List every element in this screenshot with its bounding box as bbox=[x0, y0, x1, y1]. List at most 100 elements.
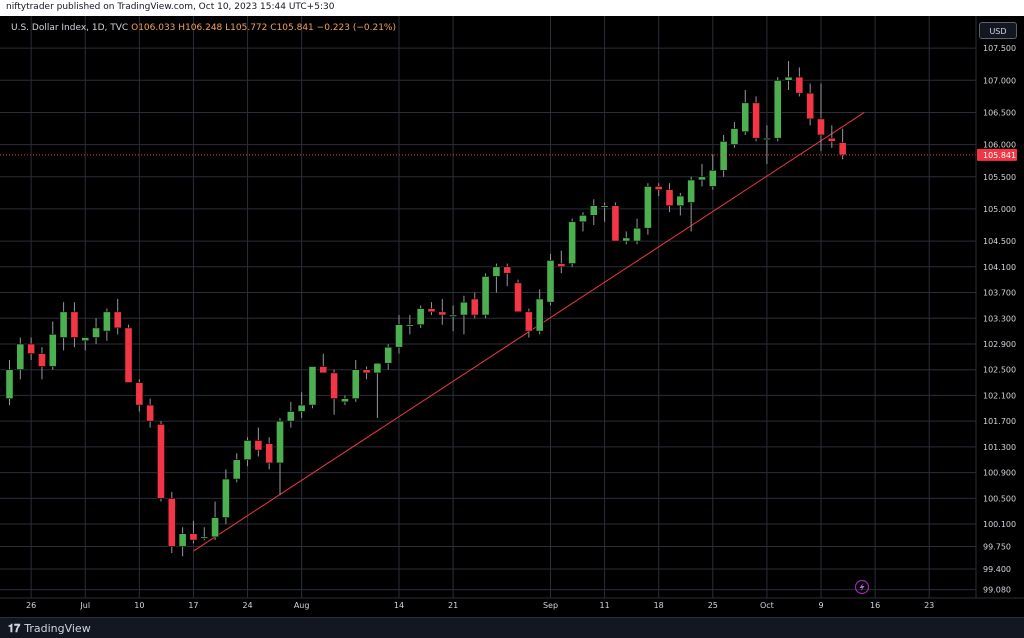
candle[interactable] bbox=[460, 295, 468, 335]
candle[interactable] bbox=[524, 308, 533, 338]
candle-body bbox=[341, 398, 349, 403]
candle[interactable] bbox=[222, 469, 230, 525]
candle[interactable] bbox=[59, 302, 68, 351]
candle-body bbox=[81, 337, 90, 342]
candle[interactable] bbox=[189, 520, 198, 544]
candle[interactable] bbox=[286, 401, 295, 428]
candle-body bbox=[752, 102, 760, 139]
candle[interactable] bbox=[92, 318, 100, 344]
candle[interactable] bbox=[254, 427, 263, 457]
candle-body bbox=[795, 76, 804, 94]
candle[interactable] bbox=[16, 337, 25, 380]
close-label: C bbox=[270, 23, 277, 33]
candle[interactable] bbox=[297, 392, 306, 418]
tradingview-logo[interactable]: 𝟏𝟕 TradingView bbox=[8, 622, 91, 636]
candle[interactable] bbox=[795, 67, 804, 97]
candle[interactable] bbox=[211, 501, 219, 541]
candle[interactable] bbox=[492, 263, 501, 293]
candle[interactable] bbox=[427, 302, 436, 316]
publisher-text: niftytrader published on TradingView.com… bbox=[6, 2, 335, 12]
candle[interactable] bbox=[48, 321, 57, 370]
candle[interactable] bbox=[5, 360, 14, 406]
currency-button[interactable]: USD bbox=[979, 22, 1017, 39]
candle-body bbox=[784, 76, 793, 81]
candle[interactable] bbox=[741, 89, 750, 135]
candle[interactable] bbox=[687, 176, 696, 232]
candle-body bbox=[622, 237, 631, 242]
candle[interactable] bbox=[643, 183, 652, 235]
candle[interactable] bbox=[568, 218, 577, 267]
candle[interactable] bbox=[589, 199, 598, 226]
candle[interactable] bbox=[611, 202, 620, 242]
candle[interactable] bbox=[384, 343, 393, 370]
candle[interactable] bbox=[806, 83, 815, 126]
candle[interactable] bbox=[319, 353, 328, 374]
time-axis-labels: 26 Jul 10 17 24 Aug 14 21 Sep 11 18 25 Oct 9 16 23 bbox=[26, 601, 934, 610]
candle[interactable] bbox=[762, 125, 771, 164]
low-label: L bbox=[225, 23, 231, 33]
candle[interactable] bbox=[784, 61, 793, 90]
candle[interactable] bbox=[81, 337, 90, 351]
tradingview-logo-text: TradingView bbox=[24, 622, 91, 635]
candle[interactable] bbox=[27, 337, 36, 361]
candle[interactable] bbox=[70, 302, 79, 348]
candle[interactable] bbox=[698, 163, 706, 187]
candle-body bbox=[568, 221, 577, 264]
candle[interactable] bbox=[827, 125, 836, 148]
candle[interactable] bbox=[838, 128, 847, 160]
candle[interactable] bbox=[449, 305, 458, 332]
candle[interactable] bbox=[102, 308, 111, 341]
candle[interactable] bbox=[232, 453, 241, 483]
candle[interactable] bbox=[535, 289, 544, 335]
candle[interactable] bbox=[395, 315, 403, 354]
candle[interactable] bbox=[167, 491, 176, 553]
time-tick-label: 23 bbox=[924, 601, 934, 610]
price-chart[interactable]: 107.500 107.000 106.500 106.000 105.500 105.0… bbox=[0, 16, 1024, 617]
candle[interactable] bbox=[633, 218, 641, 245]
candle[interactable] bbox=[654, 183, 663, 197]
candle-body bbox=[157, 424, 165, 499]
candle[interactable] bbox=[200, 527, 209, 541]
candle[interactable] bbox=[470, 292, 479, 319]
candle[interactable] bbox=[351, 360, 360, 402]
candle[interactable] bbox=[514, 279, 522, 313]
candle[interactable] bbox=[416, 305, 425, 328]
candle[interactable] bbox=[243, 437, 252, 467]
candle[interactable] bbox=[308, 366, 317, 409]
candle[interactable] bbox=[546, 253, 555, 306]
candle[interactable] bbox=[124, 324, 133, 383]
candle[interactable] bbox=[557, 250, 566, 274]
candle[interactable] bbox=[438, 298, 447, 325]
candle[interactable] bbox=[665, 183, 674, 213]
candle[interactable] bbox=[752, 96, 760, 142]
candle[interactable] bbox=[405, 315, 414, 335]
candle-body bbox=[362, 369, 371, 374]
candle[interactable] bbox=[113, 298, 122, 335]
candle[interactable] bbox=[719, 134, 728, 177]
candle[interactable] bbox=[708, 154, 717, 190]
candle[interactable] bbox=[503, 263, 512, 287]
candle[interactable] bbox=[330, 369, 338, 415]
candle[interactable] bbox=[362, 366, 371, 380]
candle[interactable] bbox=[146, 398, 155, 428]
price-axis-background[interactable] bbox=[976, 16, 1024, 617]
lightning-icon[interactable] bbox=[854, 579, 870, 595]
candle[interactable] bbox=[730, 122, 739, 148]
candle[interactable] bbox=[276, 417, 284, 496]
candle[interactable] bbox=[622, 231, 631, 245]
candle[interactable] bbox=[178, 527, 187, 557]
candle[interactable] bbox=[265, 437, 274, 470]
candle[interactable] bbox=[579, 212, 587, 232]
candle[interactable] bbox=[676, 192, 685, 216]
candle[interactable] bbox=[135, 379, 144, 412]
time-tick-label: Oct bbox=[760, 601, 774, 610]
candle[interactable] bbox=[773, 77, 782, 142]
candle-body bbox=[676, 195, 685, 207]
candle[interactable] bbox=[341, 395, 349, 406]
candle[interactable] bbox=[481, 273, 490, 319]
candle[interactable] bbox=[373, 362, 382, 418]
candle[interactable] bbox=[38, 347, 46, 380]
candle[interactable] bbox=[817, 83, 825, 152]
candle[interactable] bbox=[157, 421, 165, 502]
candle[interactable] bbox=[600, 202, 609, 222]
